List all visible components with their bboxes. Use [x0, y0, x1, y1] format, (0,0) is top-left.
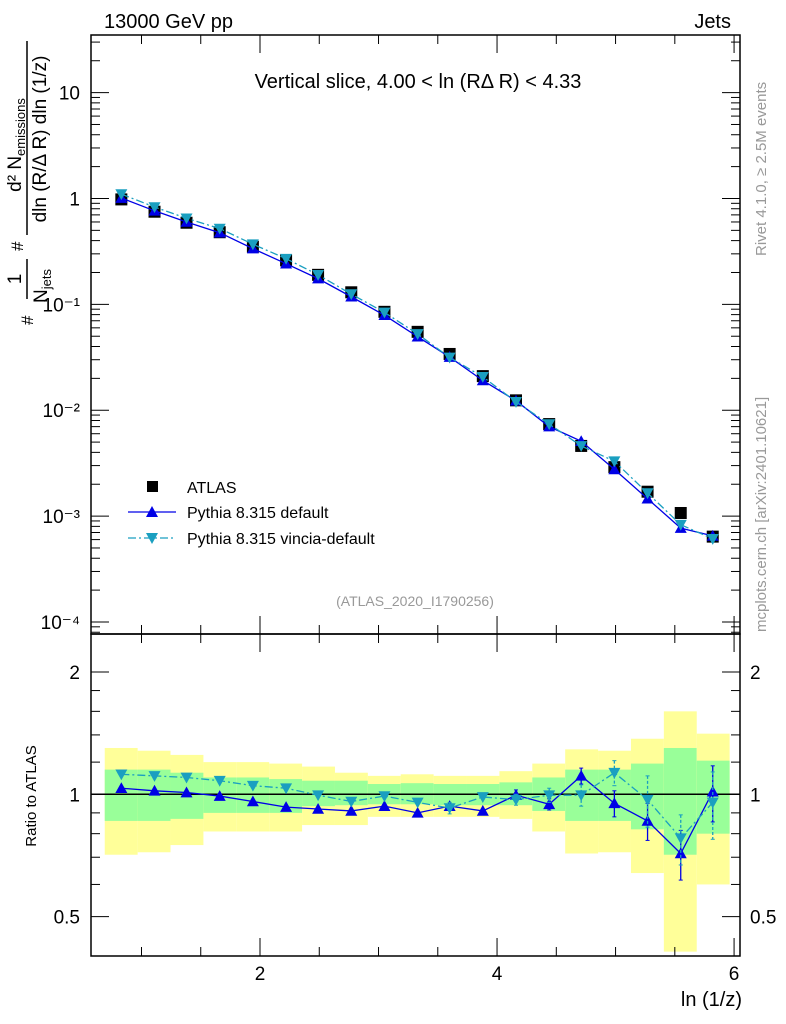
- ratio-ytick-label: 2: [69, 663, 80, 684]
- ratio-point-vincia: [378, 791, 391, 803]
- main-point-vincia: [543, 419, 556, 431]
- ratio-point-vincia: [180, 772, 193, 784]
- ratio-point-default: [280, 801, 293, 812]
- main-ytick-label: 10⁻²: [43, 401, 81, 422]
- main-ytick-label: 1: [69, 189, 80, 210]
- main-point-vincia: [213, 223, 226, 235]
- ratio-point-vincia: [476, 792, 489, 803]
- main-point-vincia: [443, 352, 456, 364]
- ylabel-den2: dln (R/Δ R) dln (1/z): [30, 56, 51, 223]
- ylabel-hash-2: #: [8, 241, 27, 251]
- ratio-ytick-label-right: 1: [750, 785, 761, 806]
- main-point-default: [608, 463, 621, 475]
- main-point-vincia: [674, 519, 687, 531]
- xtick-label: 2: [255, 964, 266, 985]
- main-ytick-label: 10⁻⁴: [41, 613, 80, 634]
- analysis-id: (ATLAS_2020_I1790256): [336, 593, 494, 609]
- ratio-point-default: [246, 795, 259, 807]
- ratio-point-default: [148, 784, 161, 796]
- main-plot-title: Vertical slice, 4.00 < ln (RΔ R) < 4.33: [255, 71, 582, 93]
- main-point-vincia: [411, 329, 424, 340]
- ratio-point-vincia: [543, 790, 556, 802]
- ratio-ytick-label-right: 0.5: [750, 908, 776, 929]
- header-left: 13000 GeV pp: [104, 11, 233, 33]
- ratio-point-default: [378, 800, 391, 811]
- legend: ATLAS Pythia 8.315 default Pythia 8.315 …: [128, 480, 375, 548]
- ratio-point-vincia: [510, 794, 523, 806]
- ratio-point-default: [543, 798, 556, 810]
- main-point-vincia: [312, 270, 325, 281]
- main-point-vincia: [608, 456, 621, 468]
- ratio-point-default: [345, 804, 358, 816]
- legend-label-default: Pythia 8.315 default: [187, 505, 329, 522]
- ratio-frame: [90, 633, 741, 957]
- ratio-point-vincia: [608, 767, 621, 779]
- main-ytick-label: 10: [59, 84, 80, 105]
- ratio-point-default: [180, 786, 193, 798]
- ylabel-num2: d² Nemissions: [5, 98, 28, 192]
- ratio-point-default: [312, 803, 325, 814]
- ratio-point-vincia: [706, 797, 719, 809]
- ratio-point-vincia: [641, 794, 654, 806]
- main-point-vincia: [510, 397, 523, 408]
- ratio-ytick-label-right: 2: [750, 663, 761, 684]
- ratio-point-vincia: [148, 771, 161, 782]
- legend-marker-default: [146, 506, 158, 517]
- ratio-point-vincia: [674, 833, 687, 845]
- main-ylabel: # 1 Njets # d² Nemissions dln (R/Δ R) dl…: [5, 41, 54, 325]
- main-ytick-label: 10⁻¹: [43, 295, 81, 316]
- ratio-point-default: [115, 782, 128, 794]
- ratio-point-default: [608, 797, 621, 809]
- main-ytick-label: 10⁻³: [43, 507, 81, 528]
- main-plot: [115, 189, 719, 545]
- ratio-point-default: [575, 769, 588, 781]
- ylabel-hash-1: #: [18, 315, 37, 325]
- ratio-ytick-label: 0.5: [54, 908, 80, 929]
- ratio-point-vincia: [345, 796, 358, 808]
- main-point-vincia: [706, 534, 719, 545]
- x-axis-label: ln (1/z): [681, 989, 742, 1011]
- ratio-point-vincia: [312, 790, 325, 802]
- ratio-point-vincia: [280, 783, 293, 795]
- mcplots-text: mcplots.cern.ch [arXiv:2401.10621]: [753, 397, 770, 632]
- ratio-point-vincia: [246, 780, 259, 792]
- main-point-vincia: [476, 371, 489, 383]
- ratio-point-default: [706, 785, 719, 797]
- ratio-point-default: [411, 806, 424, 818]
- main-point-vincia: [575, 441, 588, 452]
- main-point-vincia: [115, 189, 128, 201]
- main-point-vincia: [246, 239, 259, 251]
- header-right: Jets: [694, 11, 731, 33]
- ratio-point-vincia: [411, 797, 424, 809]
- legend-label-vincia: Pythia 8.315 vincia-default: [187, 531, 375, 548]
- legend-label-atlas: ATLAS: [187, 480, 237, 497]
- ratio-point-vincia: [115, 769, 128, 781]
- ratio-point-default: [476, 804, 489, 816]
- ratio-ytick-label: 1: [69, 785, 80, 806]
- main-point-atlas: [674, 506, 687, 519]
- main-point-vincia: [641, 488, 654, 500]
- ratio-plot: [91, 711, 740, 952]
- xtick-label: 6: [729, 964, 740, 985]
- ylabel-num1: 1: [5, 274, 26, 285]
- main-point-vincia: [280, 253, 293, 265]
- ratio-point-default: [674, 847, 687, 859]
- main-point-vincia: [345, 289, 358, 301]
- xtick-label: 4: [492, 964, 503, 985]
- ratio-point-default: [641, 814, 654, 826]
- ratio-point-vincia: [213, 775, 226, 787]
- ratio-point-vincia: [443, 803, 456, 815]
- legend-marker-vincia: [146, 533, 158, 544]
- ylabel-den1: Njets: [31, 269, 54, 303]
- main-point-vincia: [378, 307, 391, 319]
- ratio-ylabel: Ratio to ATLAS: [23, 745, 40, 846]
- main-point-vincia: [148, 202, 161, 214]
- ratio-point-vincia: [575, 790, 588, 802]
- rivet-text: Rivet 4.1.0, ≥ 2.5M events: [753, 82, 770, 256]
- ratio-point-default: [213, 790, 226, 801]
- main-point-vincia: [180, 213, 193, 225]
- legend-marker-atlas: [147, 481, 158, 492]
